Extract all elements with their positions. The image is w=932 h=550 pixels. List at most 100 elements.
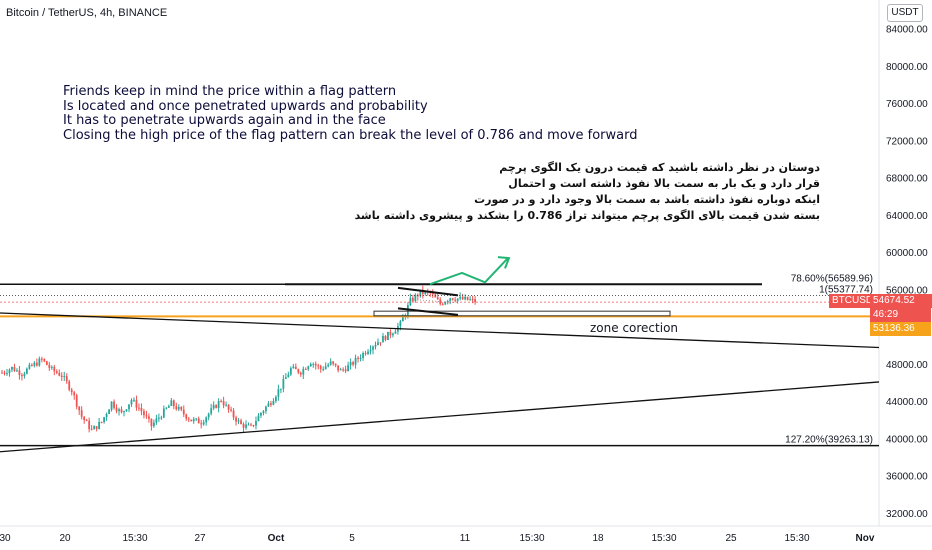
candle-body	[292, 366, 295, 369]
time-tick-label: 30	[0, 533, 11, 544]
price-tick-label: 84000.00	[886, 25, 928, 36]
candle-body	[446, 300, 449, 303]
candle-body	[152, 422, 155, 427]
candle-body	[130, 400, 133, 405]
candle-body	[23, 373, 26, 377]
candle-body	[60, 375, 63, 377]
candle-body	[312, 363, 315, 365]
price-axis[interactable]: 32000.00 36000.00 40000.00 44000.00 48000.00…	[886, 25, 928, 520]
candle-body	[439, 299, 442, 304]
candle-body	[379, 342, 382, 344]
candle-body	[329, 361, 332, 365]
candle-body	[48, 365, 51, 368]
fib-level-label: 127.20%(39263.13)	[785, 435, 873, 446]
candle-body	[100, 421, 103, 423]
candle-body	[352, 362, 354, 365]
time-tick-label: 25	[725, 533, 737, 544]
candle-body	[30, 364, 33, 366]
candle-body	[230, 409, 232, 411]
candle-body	[222, 401, 225, 406]
candle-body	[85, 420, 88, 422]
flag-top-line	[397, 286, 459, 297]
candle-body	[90, 429, 93, 431]
candle-body	[115, 407, 118, 412]
candle-body	[275, 396, 277, 402]
candle-body	[260, 412, 262, 416]
candle-body	[459, 296, 462, 299]
candle-body	[167, 405, 170, 408]
candle-body	[464, 296, 467, 300]
candle-body	[157, 417, 160, 419]
candle-body	[240, 420, 242, 425]
candle-body	[187, 418, 190, 420]
candle-body	[255, 421, 257, 426]
candle-body	[138, 407, 140, 409]
candle-body	[342, 369, 345, 371]
candle-body	[83, 416, 86, 421]
candle-body	[449, 298, 452, 301]
candle-body	[170, 400, 173, 406]
candle-body	[55, 371, 58, 373]
candle-body	[265, 406, 267, 412]
currency-badge[interactable]: USDT	[887, 4, 923, 22]
candle-body	[237, 420, 240, 422]
candle-body	[212, 405, 215, 409]
candle-body	[374, 344, 377, 347]
candle-body	[58, 372, 61, 376]
candle-body	[75, 395, 78, 407]
candle-body	[364, 352, 367, 354]
candle-body	[35, 362, 38, 366]
price-tick-label: 48000.00	[886, 360, 928, 371]
candle-body	[409, 297, 412, 306]
candle-body	[140, 408, 143, 412]
candle-body	[322, 369, 325, 371]
projection-arrowhead	[497, 256, 511, 269]
candle-body	[26, 368, 28, 374]
candle-body	[197, 418, 200, 424]
symbol-title[interactable]: Bitcoin / TetherUS, 4h, BINANCE	[6, 7, 168, 19]
time-tick-label: 20	[59, 533, 71, 544]
candle-body	[247, 424, 250, 426]
time-axis[interactable]: 30 20 15:30 27 Oct 5 11 15:30 18 15:30 25 15:30 Nov	[0, 533, 875, 544]
candle-body	[461, 296, 464, 300]
candle-body	[200, 423, 203, 425]
candle-body	[215, 405, 218, 408]
candle-body	[354, 357, 357, 365]
candle-body	[93, 426, 96, 430]
price-tick-label: 76000.00	[886, 99, 928, 110]
candle-body	[377, 342, 379, 345]
candle-body	[334, 363, 337, 366]
price-tick-label: 72000.00	[886, 136, 928, 147]
candle-body	[105, 413, 108, 418]
candle-body	[18, 370, 21, 376]
candle-body	[384, 336, 387, 340]
candle-body	[357, 357, 359, 359]
candle-body	[1, 372, 3, 374]
candle-body	[327, 364, 330, 367]
time-tick-label: 15:30	[519, 533, 544, 544]
candle-body	[108, 409, 110, 414]
candle-body	[369, 349, 372, 352]
candle-body	[469, 299, 472, 301]
candle-body	[192, 419, 195, 422]
candle-body	[257, 415, 260, 422]
price-tick-label: 56000.00	[886, 285, 928, 296]
candle-body	[73, 392, 76, 396]
candle-body	[40, 358, 43, 360]
english-note-line: Friends keep in mind the price within a …	[63, 84, 397, 99]
candle-body	[262, 411, 265, 413]
fib-level-label: 1(55377.74)	[819, 285, 873, 296]
candle-body	[145, 415, 148, 417]
candle-body	[339, 369, 342, 371]
time-tick-label: 18	[592, 533, 604, 544]
candle-body	[143, 411, 145, 416]
candle-body	[3, 372, 6, 374]
candle-body	[217, 400, 220, 408]
candle-body	[419, 289, 422, 297]
candle-body	[471, 299, 474, 301]
correction-zone-box	[373, 310, 671, 317]
time-tick-label: 11	[460, 533, 471, 544]
price-tick-label: 68000.00	[886, 174, 928, 185]
english-note-line: Closing the high price of the flag patte…	[63, 127, 638, 143]
